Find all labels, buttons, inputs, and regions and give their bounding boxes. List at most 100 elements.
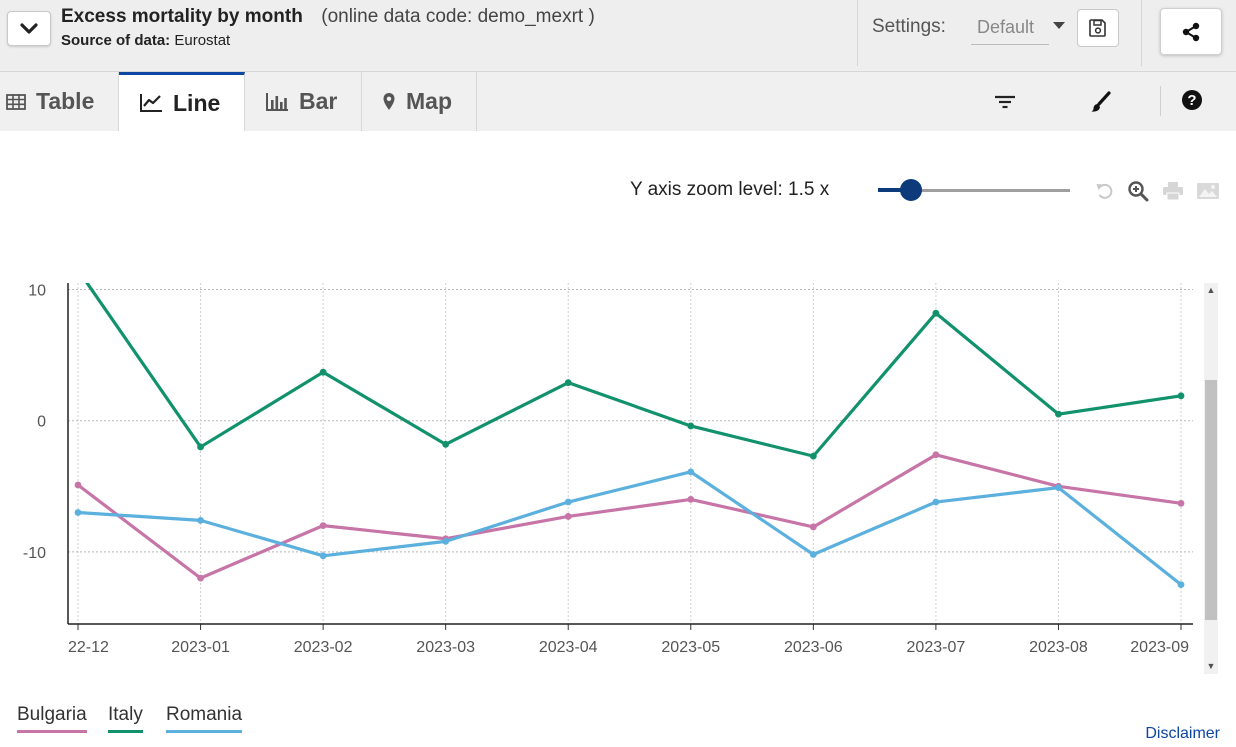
tab-label: Bar: [299, 88, 338, 114]
tab-map[interactable]: Map: [362, 72, 477, 131]
x-tick-label: 2023-02: [294, 639, 353, 656]
data-point-romania: [74, 509, 82, 516]
data-point-italy: [687, 422, 695, 430]
data-point-italy: [442, 440, 450, 448]
legend-swatch: [108, 730, 143, 733]
x-tick-label: 2023-05: [661, 639, 720, 656]
source-label: Source of data:: [61, 32, 171, 49]
title-row: Excess mortality by month (online data c…: [61, 6, 595, 28]
x-tick-label: 2023-06: [784, 639, 843, 656]
help-icon[interactable]: ?: [1177, 86, 1207, 114]
caret-down-icon[interactable]: [1053, 22, 1065, 29]
share-icon: [1182, 22, 1200, 41]
y-zoom-label: Y axis zoom level: 1.5 x: [630, 179, 830, 200]
data-point-italy: [1055, 410, 1062, 418]
data-point-romania: [809, 551, 817, 558]
x-tick-label: 2023-08: [1029, 639, 1088, 656]
table-icon: [6, 93, 26, 110]
data-point-bulgaria: [197, 574, 204, 582]
bar-chart-icon: [265, 92, 289, 112]
tab-line[interactable]: Line: [119, 72, 245, 131]
save-button[interactable]: [1077, 9, 1119, 47]
page-title: Excess mortality by month: [61, 6, 303, 27]
source-value: Eurostat: [174, 32, 231, 49]
chevron-down-icon: [20, 22, 38, 34]
tab-table[interactable]: Table: [0, 72, 119, 131]
scroll-up-icon[interactable]: ▲: [1206, 285, 1216, 295]
data-point-romania: [932, 498, 940, 506]
x-tick-label: 2023-09: [1130, 639, 1189, 656]
settings-select[interactable]: Default: [971, 13, 1049, 45]
image-icon[interactable]: [1196, 180, 1220, 202]
legend-item-bulgaria[interactable]: Bulgaria: [17, 704, 87, 733]
data-point-romania: [687, 468, 695, 476]
legend-item-romania[interactable]: Romania: [166, 704, 243, 733]
undo-icon[interactable]: [1093, 180, 1117, 202]
x-tick-label: 2023-03: [416, 639, 475, 656]
series-group: [74, 270, 1185, 589]
data-point-romania: [1055, 484, 1062, 491]
line-chart: 10 0 -10 22-12 2023-01 2023-02 2023-03 2023-04 2…: [23, 270, 1193, 656]
data-point-bulgaria: [74, 481, 82, 489]
data-point-bulgaria: [564, 513, 572, 520]
series-line-romania: [77, 470, 1182, 586]
data-point-romania: [564, 498, 572, 506]
divider: [1141, 0, 1142, 66]
x-tick-label: 2023-07: [907, 639, 966, 656]
tab-label: Table: [36, 88, 95, 114]
series-line-italy: [85, 283, 1182, 458]
filter-icon[interactable]: [990, 88, 1020, 116]
divider: [1160, 86, 1161, 116]
x-tick-label: 2023-04: [539, 639, 598, 656]
chart-scrollbar-thumb[interactable]: [1205, 380, 1217, 620]
view-tabs: Table Line Bar Ma: [0, 72, 1236, 131]
y-tick-label: 10: [28, 283, 46, 300]
data-point-italy: [75, 270, 82, 273]
legend-label: Romania: [166, 704, 243, 725]
share-button[interactable]: [1160, 8, 1222, 55]
save-icon: [1089, 19, 1106, 37]
zoom-in-icon[interactable]: [1126, 180, 1150, 202]
data-point-bulgaria: [932, 451, 940, 459]
collapse-button[interactable]: [7, 11, 51, 46]
legend-swatch: [166, 730, 243, 733]
legend-label: Bulgaria: [17, 704, 87, 725]
tab-label: Map: [406, 88, 452, 114]
data-point-italy: [564, 379, 572, 387]
y-zoom-slider-fill: [878, 188, 911, 192]
y-zoom-slider[interactable]: [878, 189, 1070, 192]
map-pin-icon: [382, 92, 396, 112]
disclaimer-link[interactable]: Disclaimer: [1145, 725, 1220, 742]
data-point-romania: [1177, 581, 1185, 589]
settings-label: Settings:: [872, 16, 946, 37]
data-point-bulgaria: [1177, 499, 1185, 507]
x-tick-label: 22-12: [68, 639, 109, 656]
data-point-romania: [442, 537, 450, 545]
scroll-down-icon[interactable]: ▼: [1206, 661, 1216, 671]
data-point-romania: [319, 552, 327, 560]
legend-swatch: [17, 730, 87, 733]
brush-icon[interactable]: [1086, 88, 1116, 116]
y-zoom-slider-thumb[interactable]: [899, 179, 922, 201]
y-tick-label: -10: [23, 545, 46, 562]
x-tick-label: 2023-01: [171, 639, 230, 656]
legend-label: Italy: [108, 704, 143, 725]
data-point-romania: [197, 516, 204, 524]
line-chart-icon: [139, 93, 163, 113]
print-icon[interactable]: [1161, 180, 1185, 202]
data-code: (online data code: demo_mexrt ): [321, 6, 595, 27]
data-point-italy: [319, 368, 327, 376]
data-point-bulgaria: [687, 496, 695, 503]
data-point-italy: [197, 443, 204, 451]
data-point-bulgaria: [809, 523, 817, 531]
source-of-data: Source of data: Eurostat: [61, 32, 230, 49]
y-tick-label: 0: [37, 414, 46, 431]
tab-label: Line: [173, 89, 221, 116]
data-point-italy: [932, 309, 940, 317]
data-point-italy: [1177, 392, 1185, 400]
legend-item-italy[interactable]: Italy: [108, 704, 143, 733]
data-point-italy: [809, 452, 817, 460]
series-line-bulgaria: [77, 453, 1182, 580]
tab-bar[interactable]: Bar: [245, 72, 362, 131]
data-point-bulgaria: [319, 522, 327, 530]
